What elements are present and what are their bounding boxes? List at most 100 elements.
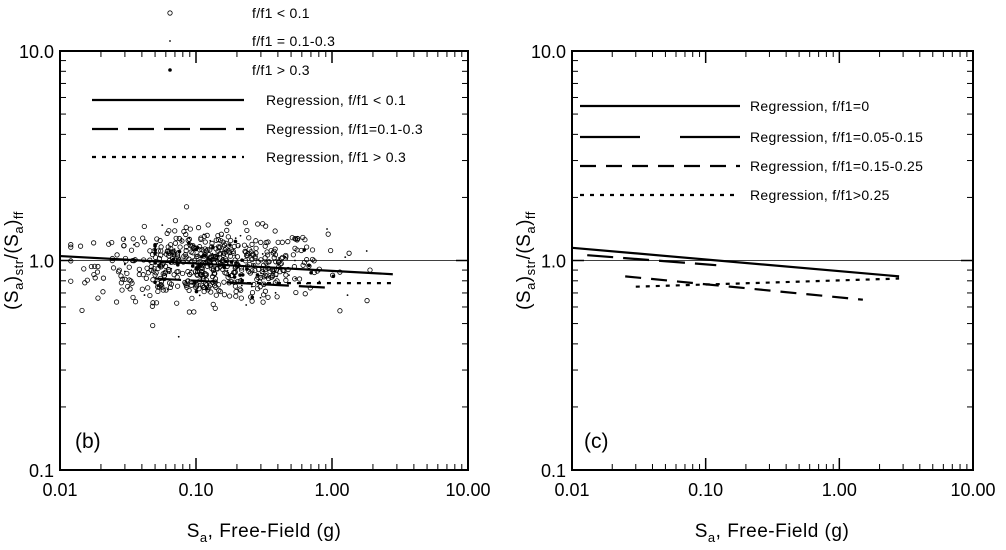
data-point — [164, 230, 170, 237]
data-point — [300, 262, 306, 268]
data-point — [241, 242, 248, 248]
data-point — [160, 287, 166, 293]
data-point — [136, 266, 142, 272]
data-point — [233, 288, 239, 295]
data-point — [238, 273, 242, 277]
data-point — [220, 239, 226, 245]
data-point — [168, 246, 174, 252]
data-point — [272, 228, 278, 234]
data-point — [200, 276, 203, 279]
data-point — [233, 239, 238, 244]
data-point — [222, 247, 228, 253]
data-point — [179, 270, 186, 277]
data-point — [198, 294, 201, 297]
data-point — [136, 271, 142, 278]
data-point — [204, 287, 209, 291]
data-point — [153, 300, 160, 306]
data-point — [210, 253, 217, 260]
data-point — [172, 228, 178, 234]
data-point — [221, 250, 227, 256]
data-point — [186, 309, 192, 315]
data-point — [124, 270, 130, 277]
data-point — [211, 245, 215, 250]
data-point — [227, 271, 230, 274]
data-point — [232, 275, 237, 279]
data-point — [143, 275, 149, 281]
data-point — [145, 270, 151, 276]
data-point — [216, 287, 222, 293]
data-point — [246, 268, 252, 275]
data-point — [194, 289, 199, 294]
data-point — [216, 254, 219, 257]
data-point — [263, 239, 269, 246]
data-point — [126, 264, 132, 270]
data-point — [168, 242, 174, 248]
data-point — [141, 223, 147, 230]
data-point — [191, 283, 194, 285]
data-point — [189, 295, 195, 301]
data-point — [250, 251, 256, 257]
data-point — [212, 283, 218, 289]
data-point — [263, 223, 269, 229]
legend-label: Regression, f/f1=0.1-0.3 — [266, 121, 423, 137]
data-point — [153, 251, 157, 256]
data-point — [177, 249, 182, 254]
data-point — [190, 264, 195, 268]
data-point — [166, 248, 172, 254]
data-point — [273, 270, 276, 273]
data-point — [269, 274, 275, 280]
data-point — [258, 239, 264, 246]
data-point — [240, 284, 243, 287]
data-point — [204, 260, 207, 263]
data-point — [95, 263, 101, 270]
data-point — [242, 248, 248, 255]
panel-label: (b) — [75, 430, 101, 453]
data-point — [183, 254, 189, 260]
data-point — [278, 260, 284, 267]
data-point — [255, 221, 261, 227]
data-point — [119, 276, 125, 282]
data-point — [218, 238, 224, 244]
legend-label: f/f1 > 0.3 — [252, 62, 310, 78]
data-point — [166, 288, 169, 291]
data-point — [171, 272, 177, 278]
data-point — [258, 257, 264, 263]
data-point — [156, 242, 159, 245]
data-point — [260, 221, 266, 227]
data-point — [153, 244, 157, 248]
data-point — [364, 298, 370, 304]
data-point — [204, 232, 210, 238]
data-point — [186, 287, 192, 294]
data-point — [213, 292, 219, 298]
data-point — [81, 266, 87, 272]
data-point — [79, 307, 85, 314]
data-point — [224, 227, 230, 233]
data-point — [158, 244, 164, 250]
data-point — [168, 281, 175, 287]
data-point — [77, 243, 84, 249]
data-point — [234, 254, 237, 257]
data-point — [150, 277, 156, 283]
data-point — [123, 263, 126, 266]
data-point — [221, 242, 228, 248]
data-point — [187, 241, 191, 245]
data-point — [177, 335, 180, 338]
data-point — [283, 272, 289, 278]
data-point — [346, 250, 352, 256]
data-point — [156, 285, 159, 288]
data-point — [262, 270, 265, 273]
data-point — [180, 240, 183, 243]
data-point — [247, 270, 253, 276]
data-point — [365, 250, 368, 252]
data-point — [233, 293, 239, 299]
data-point — [194, 283, 200, 289]
data-point — [180, 237, 183, 240]
data-point — [254, 276, 260, 282]
data-point — [183, 224, 189, 231]
data-point — [279, 239, 285, 245]
data-point — [265, 259, 271, 265]
data-point — [191, 309, 197, 315]
data-point — [275, 239, 281, 245]
x-axis-label: Sa, Free-Field (g) — [187, 521, 342, 545]
data-point — [91, 271, 97, 278]
